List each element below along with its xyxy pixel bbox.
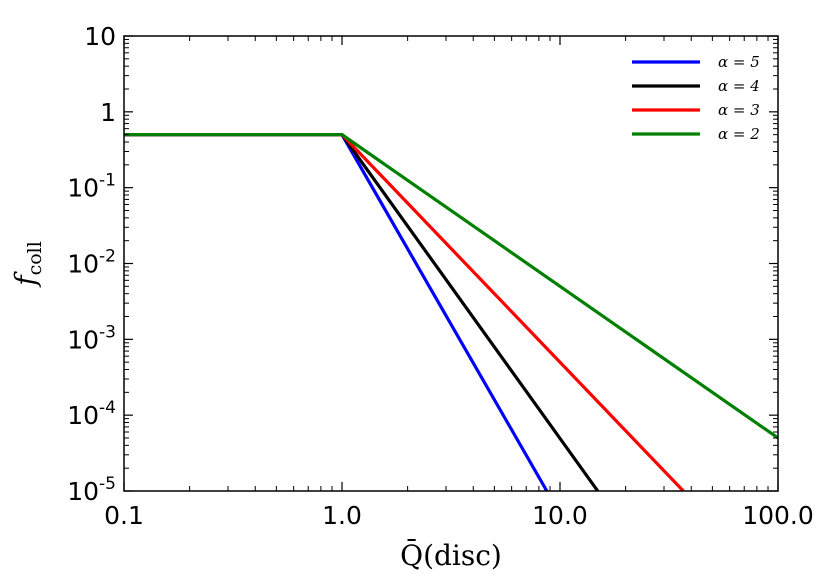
legend-label: α = 2 [718,125,760,143]
y-tick-label: 10-1 [67,171,116,203]
legend-label: α = 3 [718,101,760,119]
y-tick-label: 10 [84,22,116,51]
series-layer [124,133,778,491]
y-tick-label: 10-3 [67,322,116,354]
y-tick-label: 10-5 [67,474,116,506]
x-axis-label: Q̄(disc) [400,538,502,572]
x-tick-label: 100.0 [742,501,814,530]
x-tick-label: 0.1 [104,501,144,530]
y-tick-label: 1 [100,98,116,127]
y-tick-label: 10-4 [67,398,116,430]
y-tick-label: 10-2 [67,247,116,279]
plot-frame [123,35,779,492]
legend-label: α = 4 [718,77,760,95]
y-axis-label: fcoll [9,241,46,288]
ticks-layer: 0.1 1.0 10.0 100.0 10-5 10-4 10-3 10-2 10-1 1 10 [67,22,814,530]
series-line-2 [124,133,600,491]
series-line-1 [124,133,549,491]
legend-label: α = 5 [718,53,760,71]
x-tick-label: 1.0 [322,501,362,530]
x-tick-label: 10.0 [532,501,588,530]
legend: α = 5 α = 4 α = 3 α = 2 [632,53,760,143]
series-line-4 [124,133,778,440]
